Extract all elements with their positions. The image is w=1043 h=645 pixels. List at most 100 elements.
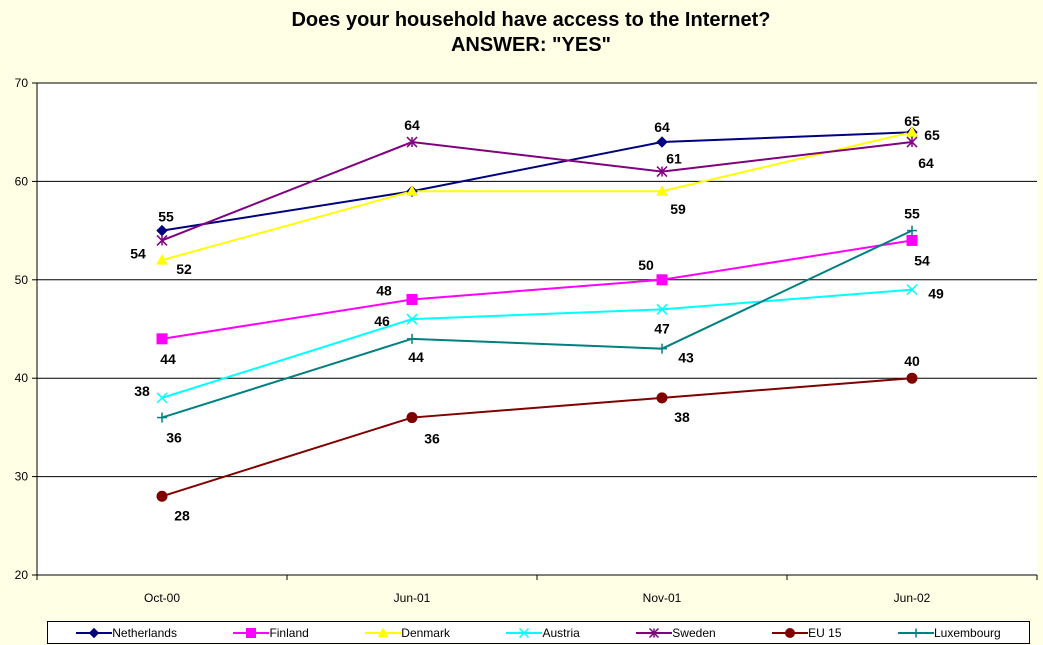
data-point-austria [156, 392, 168, 404]
data-label: 55 [904, 206, 920, 222]
data-label: 65 [924, 127, 940, 143]
data-point-denmark [406, 185, 418, 196]
legend-marker [377, 626, 389, 637]
data-point-denmark [156, 254, 168, 265]
data-label: 54 [130, 245, 146, 261]
x-tick-label: Jun-01 [394, 591, 431, 605]
data-label: 36 [424, 431, 440, 447]
x-tick-label: Oct-00 [144, 591, 180, 605]
data-point-netherlands [656, 136, 668, 148]
data-label: 38 [674, 409, 690, 425]
legend-marker [911, 628, 921, 637]
legend-label: Luxembourg [934, 625, 1001, 640]
data-point-luxembourg [907, 225, 917, 236]
data-point-eu-15 [406, 412, 418, 424]
legend-label: Denmark [401, 625, 450, 640]
data-point-finland [906, 234, 918, 246]
legend-item-eu-15: EU 15 [772, 625, 842, 640]
data-point-eu-15 [156, 490, 168, 502]
data-label: 38 [134, 383, 150, 399]
data-label: 50 [638, 257, 654, 273]
series-line-denmark [161, 131, 913, 262]
legend-item-finland: Finland [233, 625, 309, 640]
data-label: 44 [160, 351, 176, 367]
data-label: 61 [666, 151, 682, 167]
data-point-finland [156, 333, 168, 345]
data-point-finland [656, 274, 668, 286]
legend-label: Finland [269, 625, 309, 640]
legend-item-luxembourg: Luxembourg [898, 626, 1001, 640]
data-label: 47 [654, 320, 670, 336]
data-point-luxembourg [157, 412, 167, 423]
data-label: 64 [918, 155, 934, 171]
y-tick-label: 30 [15, 470, 29, 484]
legend-item-denmark: Denmark [365, 626, 450, 640]
series-line-finland [161, 239, 913, 340]
data-point-eu-15 [656, 392, 668, 404]
chart-subtitle-line: ANSWER: "YES" [450, 34, 612, 56]
data-label: 36 [166, 430, 182, 446]
legend-swatch [636, 627, 673, 638]
series-line-netherlands [161, 131, 913, 232]
legend-swatch [898, 628, 934, 637]
legend-swatch [506, 627, 543, 638]
series-line-luxembourg [161, 229, 913, 419]
legend-item-netherlands: Netherlands [76, 626, 177, 640]
data-label: 43 [678, 350, 694, 366]
legend-marker [649, 627, 660, 638]
data-label: 65 [904, 113, 920, 129]
legend-label: Austria [542, 625, 580, 640]
series-line-eu-15 [161, 377, 913, 498]
data-point-sweden [406, 136, 418, 148]
data-point-luxembourg [657, 343, 667, 354]
y-tick-label: 70 [15, 76, 29, 90]
data-label: 49 [928, 286, 944, 302]
data-point-denmark [906, 126, 918, 137]
data-label: 64 [654, 119, 670, 135]
data-point-austria [406, 313, 418, 325]
data-point-sweden [656, 166, 668, 178]
legend-item-sweden: Sweden [636, 625, 716, 640]
legend-label: Sweden [672, 625, 716, 640]
y-tick-label: 50 [15, 273, 29, 287]
legend-label: Netherlands [112, 625, 177, 640]
chart-title: Does your household have access to the I… [0, 8, 1043, 58]
y-tick-label: 20 [15, 568, 29, 582]
y-tick-label: 60 [15, 174, 29, 188]
legend-marker [246, 627, 257, 638]
data-point-denmark [656, 185, 668, 196]
data-label: 44 [408, 349, 424, 365]
legend-swatch [76, 627, 113, 638]
legend-marker [519, 627, 530, 638]
legend-swatch [365, 626, 402, 637]
data-label: 40 [904, 353, 920, 369]
plot-area [37, 83, 1037, 575]
legend-marker [89, 627, 100, 638]
data-label: 54 [914, 252, 930, 268]
data-label: 46 [374, 313, 390, 329]
legend-label: EU 15 [808, 625, 842, 640]
series-line-sweden [161, 141, 913, 242]
data-label: 59 [670, 201, 686, 217]
data-point-sweden [156, 234, 168, 246]
series-line-austria [161, 288, 913, 399]
chart-title-line: Does your household have access to the I… [291, 9, 771, 31]
data-label: 48 [376, 282, 392, 298]
x-tick-label: Nov-01 [643, 591, 682, 605]
x-tick-label: Jun-02 [894, 591, 931, 605]
data-point-austria [906, 284, 918, 296]
data-point-eu-15 [906, 372, 918, 384]
legend-item-austria: Austria [506, 625, 580, 640]
legend-swatch [233, 627, 270, 638]
data-point-austria [656, 303, 668, 315]
data-point-finland [406, 293, 418, 305]
data-label: 55 [158, 209, 174, 225]
legend-marker [785, 627, 796, 638]
data-label: 52 [176, 261, 192, 277]
data-label: 28 [174, 507, 190, 523]
line-chart: 20 30 40 50 60 70 Oct-00 Jun-01 Nov-01 Jun-02 55 64… [15, 76, 1038, 605]
legend: Netherlands Finland Denmark Austria Sweden EU… [47, 621, 1030, 644]
data-label: 64 [404, 117, 420, 133]
y-tick-label: 40 [15, 371, 29, 385]
data-point-luxembourg [407, 333, 417, 344]
